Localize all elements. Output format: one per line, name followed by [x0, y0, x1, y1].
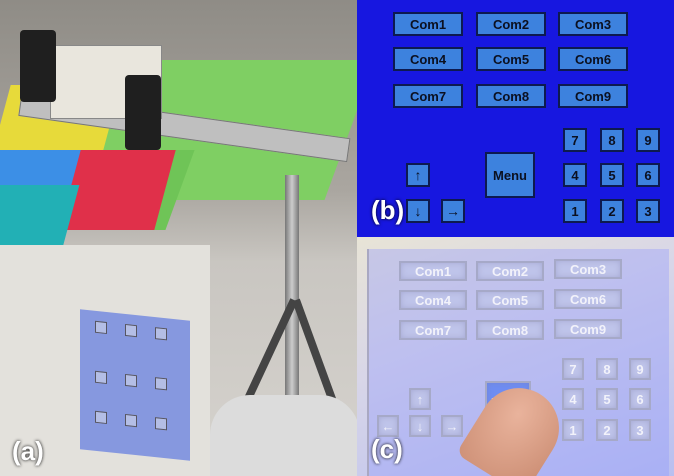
projected-key-3-button[interactable]: 3 — [629, 419, 651, 441]
thumbnail-key — [155, 417, 167, 431]
key-2-button[interactable]: 2 — [600, 199, 624, 223]
projected-com8-button[interactable]: Com8 — [476, 320, 544, 340]
projected-arrow-down-button[interactable]: ↓ — [409, 415, 431, 437]
com8-button[interactable]: Com8 — [476, 84, 546, 108]
key-3-button[interactable]: 3 — [636, 199, 660, 223]
arrow-right-button[interactable]: → — [441, 199, 465, 223]
projected-com5-button[interactable]: Com5 — [476, 290, 544, 310]
com7-button[interactable]: Com7 — [393, 84, 463, 108]
com2-button[interactable]: Com2 — [476, 12, 546, 36]
thumbnail-key — [125, 413, 137, 428]
menu-button[interactable]: Menu — [485, 152, 535, 198]
thumbnail-key — [155, 377, 167, 391]
projected-arrow-right-button[interactable]: → — [441, 415, 463, 437]
camera-lens — [125, 75, 161, 150]
arrow-up-button[interactable]: ↑ — [406, 163, 430, 187]
robot-base — [210, 395, 357, 476]
com1-button[interactable]: Com1 — [393, 12, 463, 36]
projected-key-5-button[interactable]: 5 — [596, 388, 618, 410]
projected-key-8-button[interactable]: 8 — [596, 358, 618, 380]
thumbnail-key — [125, 323, 137, 338]
arrow-right-icon: → — [446, 203, 460, 219]
arrow-right-icon: → — [445, 418, 459, 434]
key-1-button[interactable]: 1 — [563, 199, 587, 223]
com4-button[interactable]: Com4 — [393, 47, 463, 71]
thumbnail-key — [95, 370, 107, 385]
projected-key-4-button[interactable]: 4 — [562, 388, 584, 410]
com5-button[interactable]: Com5 — [476, 47, 546, 71]
thumbnail-key — [95, 320, 107, 335]
com9-button[interactable]: Com9 — [558, 84, 628, 108]
thumbnail-key — [95, 410, 107, 425]
key-6-button[interactable]: 6 — [636, 163, 660, 187]
arrow-down-icon: ↓ — [416, 418, 424, 434]
key-5-button[interactable]: 5 — [600, 163, 624, 187]
key-7-button[interactable]: 7 — [563, 128, 587, 152]
key-8-button[interactable]: 8 — [600, 128, 624, 152]
projected-com9-button[interactable]: Com9 — [554, 319, 622, 339]
thumbnail-key — [155, 327, 167, 341]
projected-key-9-button[interactable]: 9 — [629, 358, 651, 380]
projected-com7-button[interactable]: Com7 — [399, 320, 467, 340]
panel-label-a: (a) — [12, 436, 44, 466]
projected-com3-button[interactable]: Com3 — [554, 259, 622, 279]
projected-key-2-button[interactable]: 2 — [596, 419, 618, 441]
arrow-left-icon: ← — [381, 418, 395, 434]
projected-arrow-up-button[interactable]: ↑ — [409, 388, 431, 410]
projected-arrow-left-button[interactable]: ← — [377, 415, 399, 437]
panel-label-b: (b) — [371, 195, 405, 225]
arrow-up-icon: ↑ — [414, 167, 422, 183]
projected-com1-button[interactable]: Com1 — [399, 261, 467, 281]
projected-gui-thumbnail — [80, 309, 190, 461]
projected-com6-button[interactable]: Com6 — [554, 289, 622, 309]
key-9-button[interactable]: 9 — [636, 128, 660, 152]
projector-device — [20, 30, 56, 102]
arrow-down-button[interactable]: ↓ — [406, 199, 430, 223]
arrow-up-icon: ↑ — [416, 391, 424, 407]
panel-label-c: (c) — [371, 434, 403, 464]
gui-panel: Com1 Com2 Com3 Com4 Com5 Com6 Com7 Com8 … — [357, 0, 674, 237]
arrow-down-icon: ↓ — [414, 203, 422, 219]
key-4-button[interactable]: 4 — [563, 163, 587, 187]
projected-gui-panel: Com1 Com2 Com3 Com4 Com5 Com6 Com7 Com8 … — [357, 237, 674, 476]
projected-com4-button[interactable]: Com4 — [399, 290, 467, 310]
projected-com2-button[interactable]: Com2 — [476, 261, 544, 281]
com3-button[interactable]: Com3 — [558, 12, 628, 36]
photo-rig-panel: (a) — [0, 0, 357, 476]
projected-key-7-button[interactable]: 7 — [562, 358, 584, 380]
thumbnail-key — [125, 373, 137, 388]
projected-key-6-button[interactable]: 6 — [629, 388, 651, 410]
projected-key-1-button[interactable]: 1 — [562, 419, 584, 441]
com6-button[interactable]: Com6 — [558, 47, 628, 71]
